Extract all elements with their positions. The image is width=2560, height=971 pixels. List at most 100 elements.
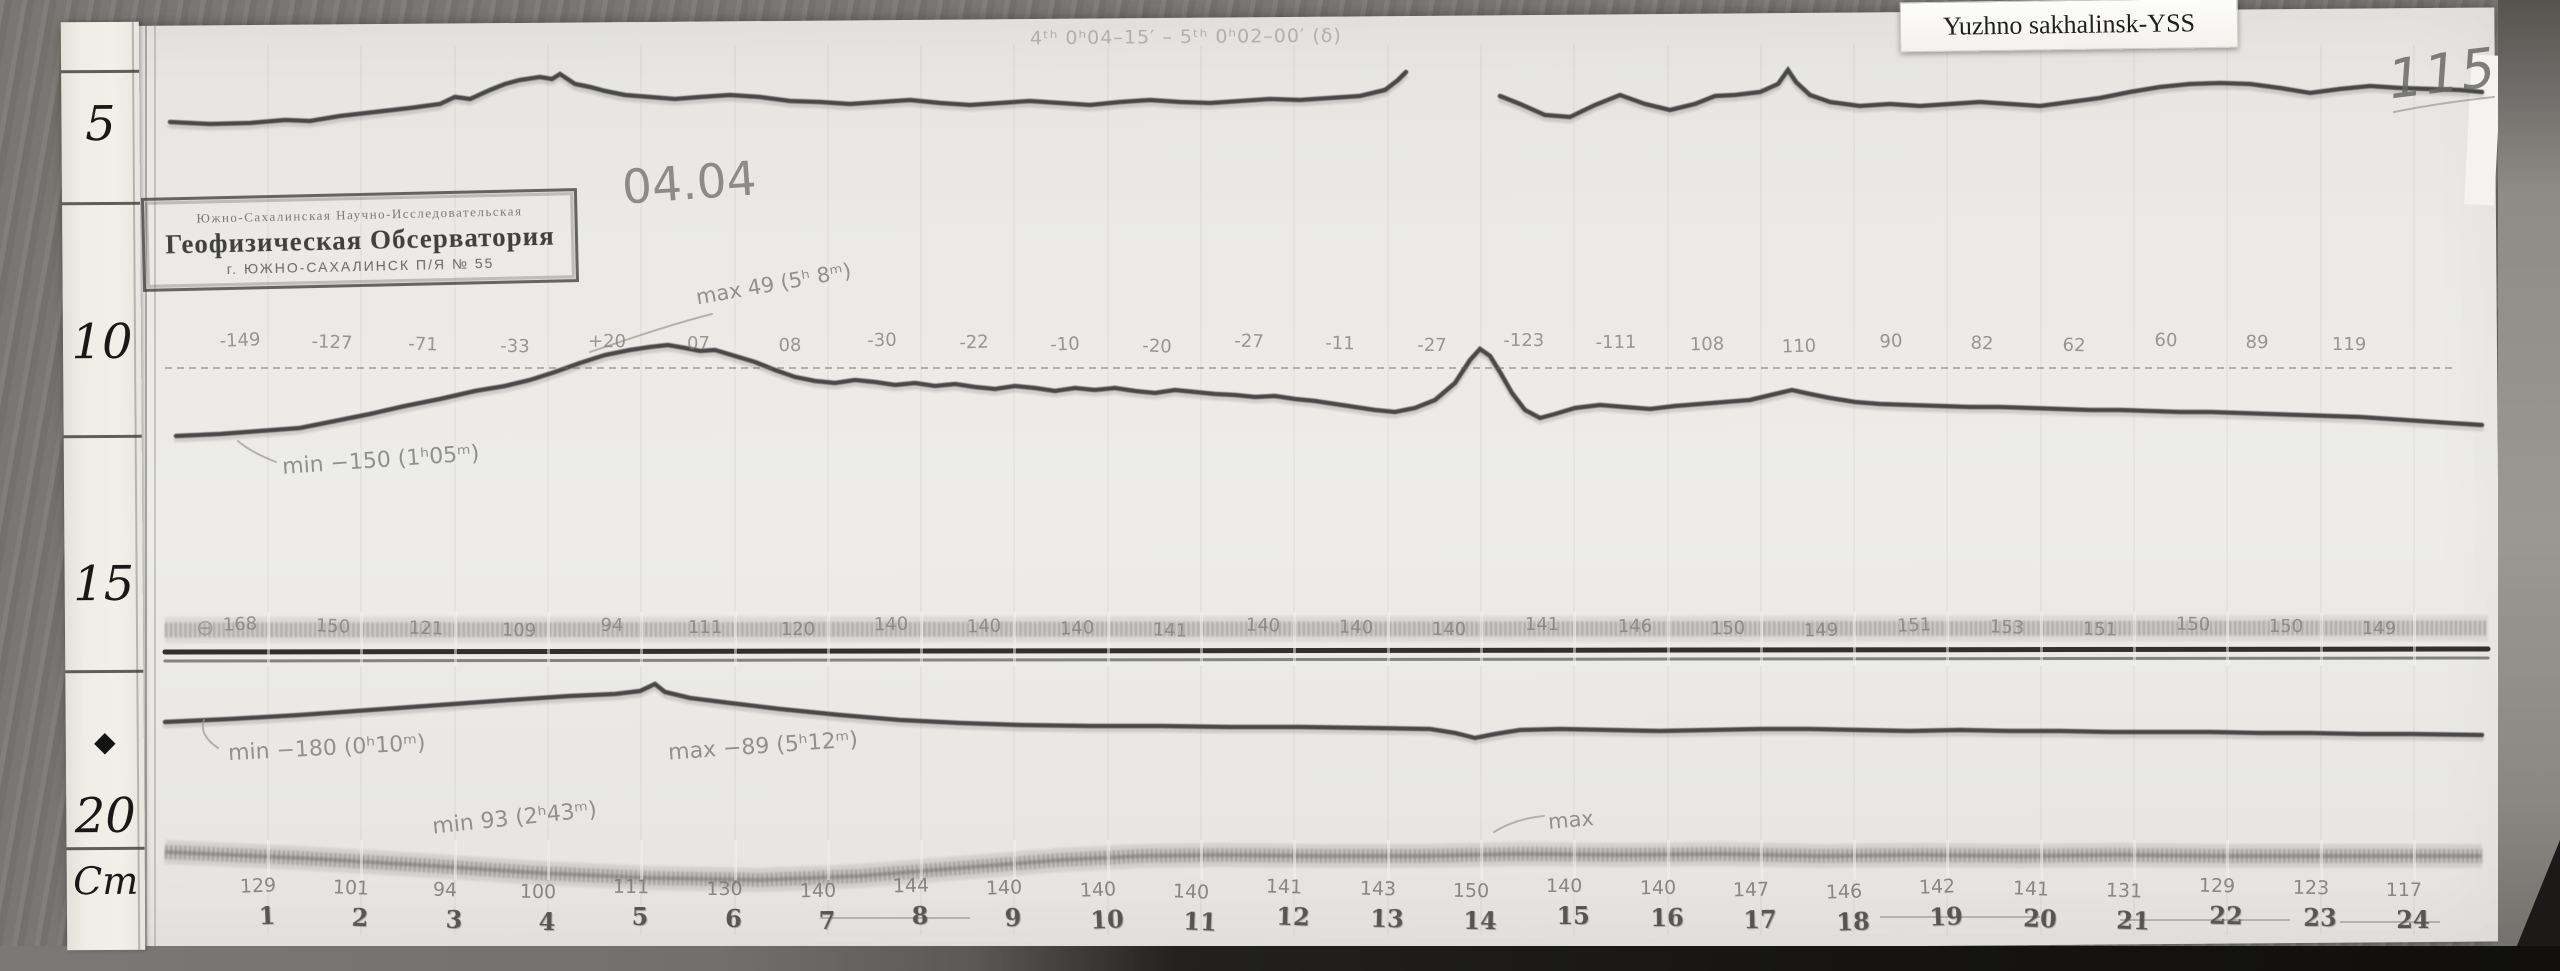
bottom-band-core: [164, 850, 2482, 883]
upper-hourly-value: -20: [1141, 335, 1173, 358]
band-hour-tick: [360, 840, 364, 880]
pencil-tick-min150: [237, 440, 277, 463]
pencil-tick-max-bottom: [1493, 815, 1545, 833]
band-hour-tick: [1293, 840, 1297, 880]
band-hour-tick: [453, 840, 457, 880]
hour-label: 20: [2022, 903, 2057, 934]
band-hour-tick: [1200, 840, 1203, 880]
middle-hourly-value: 120: [780, 618, 816, 641]
lower-hourly-value: 140: [799, 879, 837, 903]
lower-hourly-value: 101: [332, 876, 370, 900]
trace5-max-annotation: max: [1547, 806, 1595, 834]
hour-label: 9: [1004, 902, 1023, 933]
upper-hourly-value: -33: [500, 335, 531, 358]
hour-gridline: [2039, 45, 2042, 935]
band-hour-tick: [640, 840, 644, 880]
band-hour-tick: [1573, 840, 1577, 880]
hour-label: 12: [1276, 901, 1311, 932]
upper-hourly-value: 82: [1970, 332, 1995, 355]
trace-1-upper: [167, 69, 1409, 127]
hour-gridline: [1200, 45, 1202, 935]
hour-gridline: [1759, 45, 1762, 935]
trace-4-fourth: [162, 681, 2485, 741]
upper-hourly-value: -22: [958, 331, 989, 354]
hour-gridline: [920, 45, 923, 935]
upper-hourly-value: 89: [2245, 331, 2269, 354]
band-hour-tick: [453, 612, 457, 666]
hour-gridline: [1013, 45, 1016, 935]
band-hour-tick: [826, 612, 830, 666]
hour-label: 5: [631, 901, 649, 932]
lower-hourly-value: 129: [239, 874, 277, 898]
trace-1-upper-cont: [1497, 66, 2485, 120]
station-label-text: Yuzhno sakhalinsk-YSS: [1942, 8, 2196, 41]
hour-gridline: [360, 45, 363, 935]
upper-hourly-value: -111: [1594, 331, 1637, 354]
sheet-number: 115: [2384, 35, 2501, 112]
middle-hourly-value: 168: [222, 613, 258, 636]
lower-hourly-value: 142: [1918, 875, 1956, 899]
upper-hourly-value: 119: [2331, 334, 2367, 355]
band-hour-tick: [1573, 612, 1577, 666]
hour-gridline: [2319, 45, 2322, 935]
upper-hourly-value: 62: [2062, 334, 2086, 357]
hour-label: 7: [818, 905, 836, 936]
lower-hourly-value: 100: [519, 880, 557, 904]
band-hour-tick: [920, 840, 924, 880]
hour-label: 8: [911, 900, 929, 931]
upper-hourly-value: 110: [1781, 335, 1817, 358]
date-annotation: 04.04: [620, 151, 759, 216]
lower-hourly-value: 140: [1079, 878, 1117, 902]
middle-hourly-value: 140: [1338, 616, 1374, 639]
hour-label: 6: [725, 904, 742, 933]
middle-hourly-value: 151: [1896, 614, 1932, 637]
stamp-observatory-line: Геофизическая Обсерватория: [164, 220, 556, 259]
hour-label: 2: [351, 902, 370, 933]
upper-hourly-value: 108: [1689, 333, 1725, 356]
middle-hourly-value: 140: [873, 613, 909, 636]
middle-hourly-value: 121: [408, 617, 444, 640]
hour-label: 22: [2209, 900, 2244, 931]
band-hour-tick: [826, 840, 830, 880]
hour-label: 4: [538, 906, 556, 937]
pencil-leader-max49: [589, 313, 713, 353]
hour-label: 23: [2302, 902, 2337, 933]
band-hour-tick: [2226, 612, 2230, 666]
upper-hourly-value: 90: [1878, 330, 1903, 353]
hour-label: 18: [1835, 906, 1871, 937]
middle-hourly-value: 140: [966, 615, 1002, 638]
band-hour-tick: [2133, 612, 2136, 666]
band-hour-tick: [1946, 840, 1950, 880]
dark-baseline-double-line-2: [163, 656, 2490, 663]
hour-gridline: [2412, 45, 2415, 935]
upper-hourly-value: 07: [687, 333, 710, 354]
pencil-dash: [1880, 916, 2040, 918]
pencil-dash: [820, 917, 970, 919]
band-hour-tick: [360, 612, 364, 666]
pencil-dash: [2340, 921, 2440, 923]
band-hour-tick: [2319, 612, 2323, 666]
band-hour-tick: [920, 612, 924, 666]
circled-mark-annotation: ⊖: [196, 616, 215, 641]
hour-gridline: [1386, 45, 1389, 935]
lower-hourly-value: 147: [1732, 878, 1770, 902]
table-bottom-edge: [0, 946, 2560, 971]
lower-hourly-value: 141: [2012, 877, 2050, 901]
hour-gridline: [1946, 45, 1949, 935]
band-hour-tick: [1013, 840, 1017, 880]
trace-2-second: [173, 342, 2485, 439]
band-hour-tick: [1386, 612, 1390, 666]
band-hour-tick: [1106, 612, 1110, 666]
hour-gridline: [1479, 45, 1482, 935]
lower-hourly-value: 140: [985, 876, 1023, 900]
station-label-sticker: Yuzhno sakhalinsk-YSS: [1899, 0, 2239, 53]
middle-hourly-value: 150: [1710, 617, 1746, 640]
band-hour-tick: [1386, 840, 1390, 880]
pencil-dash: [2120, 919, 2290, 921]
middle-hourly-value: 94: [600, 614, 624, 637]
dark-baseline-double-line-1: [162, 646, 2491, 655]
middle-hourly-value: 150: [2268, 615, 2304, 638]
middle-hourly-value: 149: [1803, 619, 1839, 642]
band-hour-tick: [2412, 840, 2416, 880]
band-hour-tick: [1853, 612, 1857, 666]
